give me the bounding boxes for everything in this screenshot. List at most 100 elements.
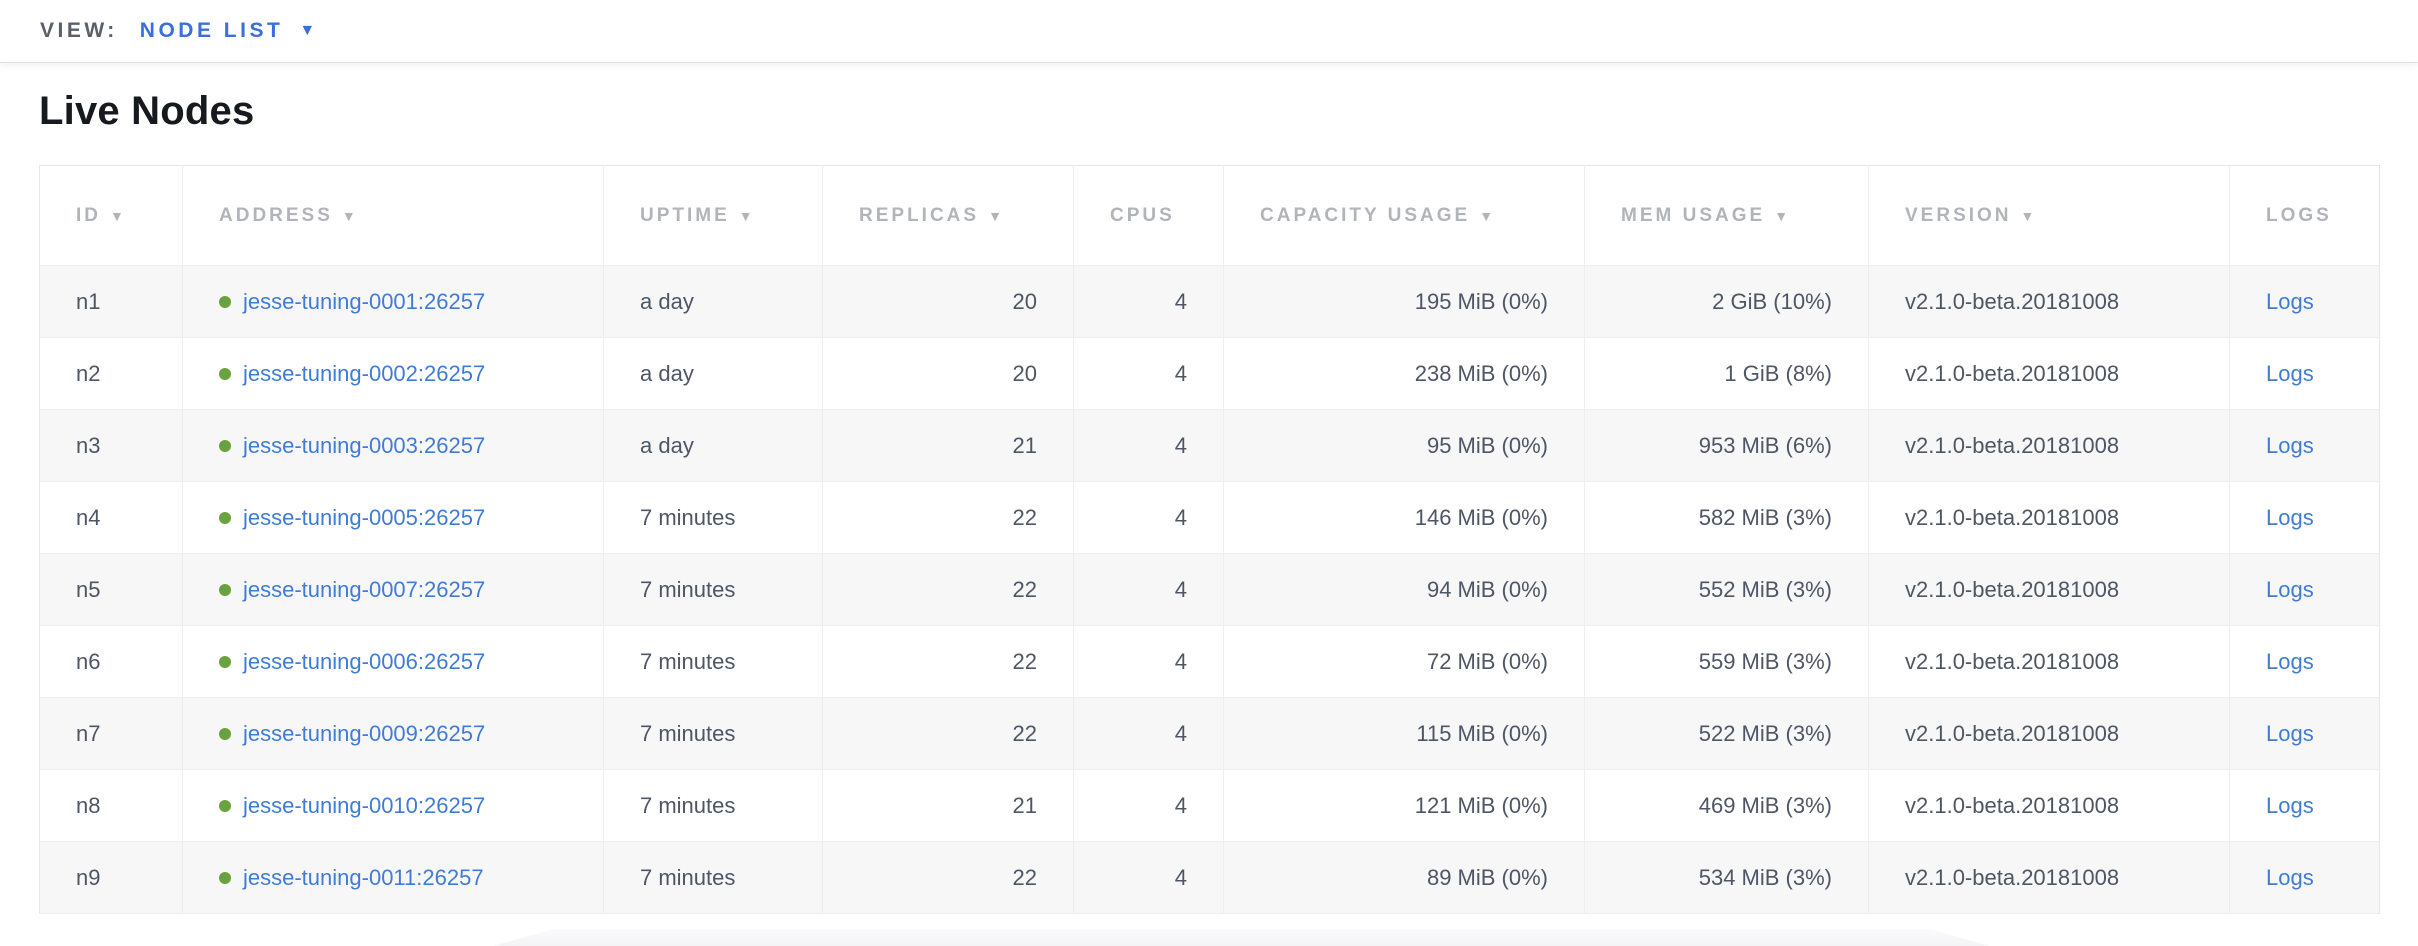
node-logs-link[interactable]: Logs [2266, 504, 2314, 530]
node-mem-cell: 1 GiB (8%) [1584, 337, 1869, 410]
node-logs-link[interactable]: Logs [2266, 360, 2314, 386]
node-status-dot-icon [219, 583, 231, 596]
node-logs-link[interactable]: Logs [2266, 576, 2314, 602]
live-nodes-section: Live Nodes ID ▼ ADDRESS ▼ UPTIME ▼ REPLICAS ▼ CP… [0, 87, 2418, 914]
node-logs-cell: Logs [2229, 625, 2380, 698]
column-header-label: UPTIME [640, 204, 730, 226]
table-row: n9 jesse-tuning-0011:26257 7 minutes 22 … [39, 841, 2380, 914]
node-address-cell: jesse-tuning-0003:26257 [182, 409, 604, 482]
node-capacity-cell: 89 MiB (0%) [1223, 841, 1585, 914]
sort-arrow-icon: ▼ [738, 207, 756, 224]
node-capacity-cell: 94 MiB (0%) [1223, 553, 1585, 626]
node-id-cell: n5 [39, 553, 183, 626]
node-replicas-cell: 22 [822, 481, 1074, 554]
node-mem-cell: 2 GiB (10%) [1584, 265, 1869, 338]
table-row: n4 jesse-tuning-0005:26257 7 minutes 22 … [39, 481, 2380, 554]
node-address-link[interactable]: jesse-tuning-0007:26257 [243, 576, 486, 602]
node-capacity-cell: 121 MiB (0%) [1223, 769, 1585, 842]
node-mem-cell: 534 MiB (3%) [1584, 841, 1869, 914]
node-uptime-cell: 7 minutes [603, 769, 823, 842]
column-header-replicas[interactable]: REPLICAS ▼ [822, 165, 1074, 266]
column-header-uptime[interactable]: UPTIME ▼ [603, 165, 823, 266]
table-row: n8 jesse-tuning-0010:26257 7 minutes 21 … [39, 769, 2380, 842]
node-cpus-cell: 4 [1073, 841, 1224, 914]
node-uptime-cell: a day [603, 337, 823, 410]
node-logs-cell: Logs [2229, 553, 2380, 626]
view-dropdown-value[interactable]: NODE LIST [139, 19, 284, 42]
node-mem-cell: 582 MiB (3%) [1584, 481, 1869, 554]
column-header-mem[interactable]: MEM USAGE ▼ [1584, 165, 1869, 266]
node-replicas-cell: 22 [822, 697, 1074, 770]
view-dropdown[interactable]: NODE LIST ▼ [140, 19, 315, 43]
node-status-dot-icon [219, 511, 231, 524]
sort-arrow-icon: ▼ [2020, 207, 2038, 224]
node-logs-link[interactable]: Logs [2266, 720, 2314, 746]
node-logs-link[interactable]: Logs [2266, 792, 2314, 818]
node-version-cell: v2.1.0-beta.20181008 [1868, 625, 2230, 698]
node-address-cell: jesse-tuning-0011:26257 [182, 841, 604, 914]
column-header-capacity[interactable]: CAPACITY USAGE ▼ [1223, 165, 1585, 266]
node-address-cell: jesse-tuning-0007:26257 [182, 553, 604, 626]
column-header-label: LOGS [2266, 204, 2332, 226]
node-replicas-cell: 22 [822, 553, 1074, 626]
sort-arrow-icon: ▼ [1774, 207, 1792, 224]
node-replicas-cell: 21 [822, 769, 1074, 842]
node-cpus-cell: 4 [1073, 409, 1224, 482]
node-address-link[interactable]: jesse-tuning-0009:26257 [243, 720, 486, 746]
node-cpus-cell: 4 [1073, 337, 1224, 410]
node-logs-link[interactable]: Logs [2266, 432, 2314, 458]
node-logs-link[interactable]: Logs [2266, 648, 2314, 674]
column-header-cpus: CPUS [1073, 165, 1224, 266]
node-status-dot-icon [219, 295, 231, 308]
node-replicas-cell: 20 [822, 337, 1074, 410]
node-capacity-cell: 195 MiB (0%) [1223, 265, 1585, 338]
node-replicas-cell: 22 [822, 841, 1074, 914]
node-logs-cell: Logs [2229, 337, 2380, 410]
node-table-body: n1 jesse-tuning-0001:26257 a day 20 4 19… [39, 265, 2380, 914]
node-version-cell: v2.1.0-beta.20181008 [1868, 841, 2230, 914]
node-cpus-cell: 4 [1073, 553, 1224, 626]
node-address-cell: jesse-tuning-0006:26257 [182, 625, 604, 698]
column-header-version[interactable]: VERSION ▼ [1868, 165, 2230, 266]
node-logs-link[interactable]: Logs [2266, 288, 2314, 314]
node-capacity-cell: 238 MiB (0%) [1223, 337, 1585, 410]
node-cpus-cell: 4 [1073, 481, 1224, 554]
node-version-cell: v2.1.0-beta.20181008 [1868, 265, 2230, 338]
node-version-cell: v2.1.0-beta.20181008 [1868, 553, 2230, 626]
column-header-address[interactable]: ADDRESS ▼ [182, 165, 604, 266]
table-row: n5 jesse-tuning-0007:26257 7 minutes 22 … [39, 553, 2380, 626]
node-status-dot-icon [219, 799, 231, 812]
view-topbar: VIEW: NODE LIST ▼ [0, 0, 2418, 63]
node-address-link[interactable]: jesse-tuning-0006:26257 [243, 648, 486, 674]
node-logs-link[interactable]: Logs [2266, 864, 2314, 890]
column-header-label: ID [76, 204, 101, 226]
node-mem-cell: 552 MiB (3%) [1584, 553, 1869, 626]
table-row: n7 jesse-tuning-0009:26257 7 minutes 22 … [39, 697, 2380, 770]
node-replicas-cell: 20 [822, 265, 1074, 338]
node-logs-cell: Logs [2229, 481, 2380, 554]
node-address-link[interactable]: jesse-tuning-0010:26257 [243, 792, 486, 818]
node-cpus-cell: 4 [1073, 697, 1224, 770]
node-id-cell: n3 [39, 409, 183, 482]
column-header-label: CPUS [1110, 204, 1175, 226]
node-uptime-cell: a day [603, 265, 823, 338]
column-header-id[interactable]: ID ▼ [39, 165, 183, 266]
node-uptime-cell: 7 minutes [603, 625, 823, 698]
table-row: n1 jesse-tuning-0001:26257 a day 20 4 19… [39, 265, 2380, 338]
node-version-cell: v2.1.0-beta.20181008 [1868, 697, 2230, 770]
node-address-link[interactable]: jesse-tuning-0002:26257 [243, 360, 486, 386]
column-header-label: ADDRESS [219, 204, 333, 226]
node-logs-cell: Logs [2229, 409, 2380, 482]
node-address-link[interactable]: jesse-tuning-0003:26257 [243, 432, 486, 458]
node-cpus-cell: 4 [1073, 265, 1224, 338]
node-capacity-cell: 115 MiB (0%) [1223, 697, 1585, 770]
column-header-label: MEM USAGE [1621, 204, 1766, 226]
node-address-link[interactable]: jesse-tuning-0011:26257 [243, 864, 484, 890]
node-id-cell: n6 [39, 625, 183, 698]
sort-arrow-icon: ▼ [341, 207, 359, 224]
node-replicas-cell: 21 [822, 409, 1074, 482]
node-replicas-cell: 22 [822, 625, 1074, 698]
node-uptime-cell: 7 minutes [603, 553, 823, 626]
node-address-link[interactable]: jesse-tuning-0005:26257 [243, 504, 486, 530]
node-address-link[interactable]: jesse-tuning-0001:26257 [243, 288, 486, 314]
